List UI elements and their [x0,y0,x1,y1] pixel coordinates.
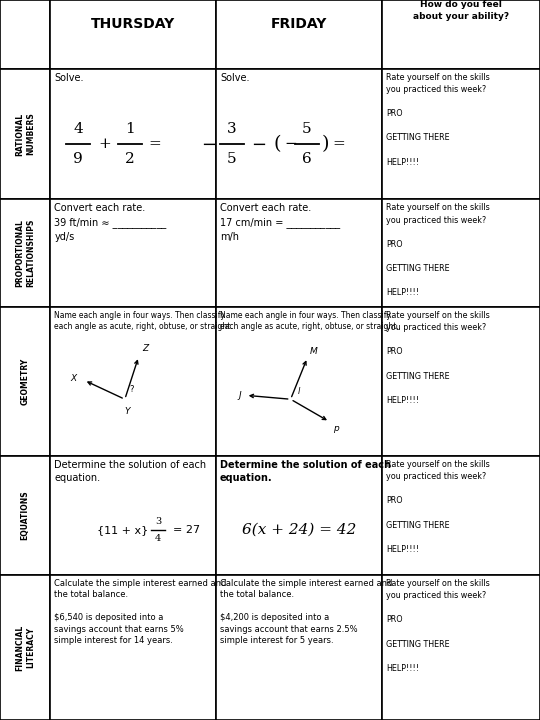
Bar [382,199,540,307]
Text: = 27: = 27 [173,525,200,535]
Bar [382,456,540,575]
Bar [0,0,50,68]
Text: 3: 3 [227,122,237,137]
Text: Solve.: Solve. [220,73,249,83]
Bar [216,0,382,68]
Text: 1: 1 [125,122,135,137]
Text: Calculate the simple interest earned and
the total balance.

$6,540 is deposited: Calculate the simple interest earned and… [54,579,227,645]
Bar [0,456,50,575]
Bar [382,68,540,199]
Text: THURSDAY: THURSDAY [91,17,176,31]
Text: l: l [298,387,300,396]
Text: Rate yourself on the skills
you practiced this week?

PRO

GETTING THERE

HELP!!: Rate yourself on the skills you practice… [386,460,490,554]
Bar [50,199,216,307]
Text: PROPORTIONAL
RELATIONSHIPS: PROPORTIONAL RELATIONSHIPS [16,219,35,287]
Text: 4: 4 [73,122,83,137]
Text: Determine the solution of each
equation.: Determine the solution of each equation. [220,460,391,483]
Text: Rate yourself on the skills
you practiced this week?

PRO

GETTING THERE

HELP!!: Rate yourself on the skills you practice… [386,311,490,405]
Bar [216,199,382,307]
Text: 9: 9 [73,153,83,166]
Text: Name each angle in four ways. Then classify
each angle as acute, right, obtuse, : Name each angle in four ways. Then class… [54,311,233,331]
Text: Convert each rate.
39 ft/min ≈ ___________
yd/s: Convert each rate. 39 ft/min ≈ _________… [54,204,166,243]
Text: 2: 2 [125,153,135,166]
Text: {11 + x}: {11 + x} [98,525,148,535]
Bar [50,575,216,720]
Bar [0,199,50,307]
Text: Z: Z [141,344,148,354]
Bar [382,0,540,68]
Bar [216,575,382,720]
Bar [216,456,382,575]
Text: 6: 6 [302,153,312,166]
Text: RATIONAL
NUMBERS: RATIONAL NUMBERS [16,112,35,156]
Bar [50,307,216,456]
Text: Determine the solution of each
equation.: Determine the solution of each equation. [54,460,206,483]
Text: Convert each rate.
17 cm/min = ___________
m/h: Convert each rate. 17 cm/min = _________… [220,204,340,243]
Text: Rate yourself on the skills
you practiced this week?

PRO

GETTING THERE

HELP!!: Rate yourself on the skills you practice… [386,579,490,673]
Bar [382,307,540,456]
Text: EQUATIONS: EQUATIONS [21,490,30,540]
Bar [0,307,50,456]
Text: Rate yourself on the skills
you practiced this week?

PRO

GETTING THERE

HELP!!: Rate yourself on the skills you practice… [386,204,490,297]
Bar [216,68,382,199]
Text: +: + [99,138,111,151]
Text: −: − [201,135,217,153]
Bar [216,307,382,456]
Text: Rate yourself on the skills
you practiced this week?

PRO

GETTING THERE

HELP!!: Rate yourself on the skills you practice… [386,73,490,167]
Text: GEOMETRY: GEOMETRY [21,358,30,405]
Text: (: ( [273,135,281,153]
Text: −: − [285,138,297,151]
Bar [0,575,50,720]
Text: =: = [333,138,345,151]
Text: ): ) [321,135,329,153]
Text: FINANCIAL
LITERACY: FINANCIAL LITERACY [16,624,35,670]
Bar [50,68,216,199]
Text: FRIDAY: FRIDAY [271,17,327,31]
Text: Y: Y [124,408,130,416]
Text: p: p [333,424,339,433]
Text: J: J [238,391,241,400]
Text: Name each angle in four ways. Then classify
each angle as acute, right, obtuse, : Name each angle in four ways. Then class… [220,311,399,331]
Text: 3: 3 [155,517,161,526]
Bar [0,68,50,199]
Text: X: X [70,374,76,383]
Bar [50,0,216,68]
Bar [382,575,540,720]
Text: −: − [251,135,266,153]
Text: 4: 4 [155,534,161,543]
Text: ?: ? [130,384,134,394]
Text: =: = [148,138,161,151]
Text: Calculate the simple interest earned and
the total balance.

$4,200 is deposited: Calculate the simple interest earned and… [220,579,393,645]
Bar [50,456,216,575]
Text: 5: 5 [302,122,312,137]
Text: 6(x + 24) = 42: 6(x + 24) = 42 [242,523,356,536]
Text: Solve.: Solve. [54,73,84,83]
Text: How do you feel
about your ability?: How do you feel about your ability? [413,0,509,21]
Text: M: M [309,346,317,356]
Text: 5: 5 [227,153,237,166]
